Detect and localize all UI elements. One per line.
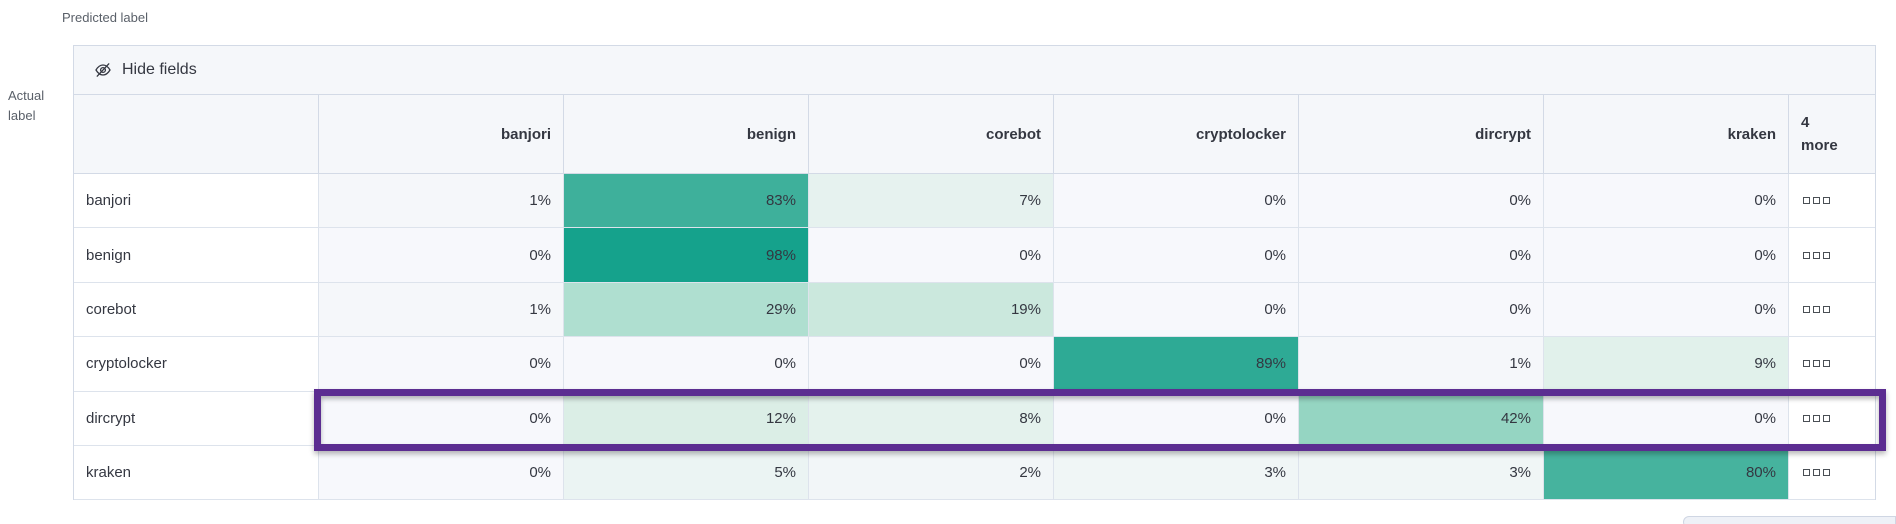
eye-slash-icon xyxy=(95,63,111,77)
column-header-dircrypt: dircrypt xyxy=(1299,95,1544,174)
row-label-kraken: kraken xyxy=(74,445,319,501)
row-label-banjori: banjori xyxy=(74,174,319,229)
matrix-cell-cryptolocker-dircrypt: 1% xyxy=(1299,337,1544,392)
ellipsis-boxes-icon xyxy=(1789,174,1875,229)
matrix-cell-banjori-dircrypt: 0% xyxy=(1299,174,1544,229)
column-header-corebot: corebot xyxy=(809,95,1054,174)
matrix-corner-cell xyxy=(74,95,319,174)
matrix-cell-cryptolocker-banjori: 0% xyxy=(319,337,564,392)
matrix-cell-kraken-banjori: 0% xyxy=(319,445,564,501)
matrix-cell-corebot-dircrypt: 0% xyxy=(1299,282,1544,338)
matrix-cell-benign-benign: 98% xyxy=(564,228,809,283)
ellipsis-boxes-icon xyxy=(1789,337,1875,392)
matrix-cell-kraken-corebot: 2% xyxy=(809,445,1054,501)
ellipsis-boxes-icon xyxy=(1789,391,1875,446)
matrix-cell-dircrypt-cryptolocker: 0% xyxy=(1054,391,1299,446)
row-label-benign: benign xyxy=(74,228,319,283)
hide-fields-button[interactable]: Hide fields xyxy=(74,46,1875,95)
matrix-cell-kraken-cryptolocker: 3% xyxy=(1054,445,1299,501)
matrix-cell-dircrypt-corebot: 8% xyxy=(809,391,1054,446)
matrix-cell-dircrypt-kraken: 0% xyxy=(1544,391,1789,446)
matrix-cell-benign-cryptolocker: 0% xyxy=(1054,228,1299,283)
matrix-cell-corebot-banjori: 1% xyxy=(319,282,564,338)
horizontal-scrollbar[interactable] xyxy=(1683,516,1896,524)
matrix-cell-cryptolocker-benign: 0% xyxy=(564,337,809,392)
actual-axis-label: Actual label xyxy=(8,88,45,123)
matrix-cell-benign-dircrypt: 0% xyxy=(1299,228,1544,283)
matrix-cell-kraken-benign: 5% xyxy=(564,445,809,501)
matrix-cell-benign-kraken: 0% xyxy=(1544,228,1789,283)
matrix-cell-cryptolocker-kraken: 9% xyxy=(1544,337,1789,392)
matrix-cell-dircrypt-benign: 12% xyxy=(564,391,809,446)
confusion-matrix-grid: banjori benign corebot cryptolocker dircrypt… xyxy=(74,95,1875,501)
matrix-cell-corebot-corebot: 19% xyxy=(809,282,1054,338)
matrix-cell-dircrypt-dircrypt: 42% xyxy=(1299,391,1544,446)
predicted-axis-label: Predicted label xyxy=(62,10,148,25)
matrix-cell-corebot-cryptolocker: 0% xyxy=(1054,282,1299,338)
column-header-cryptolocker: cryptolocker xyxy=(1054,95,1299,174)
column-header-banjori: banjori xyxy=(319,95,564,174)
matrix-cell-banjori-cryptolocker: 0% xyxy=(1054,174,1299,229)
matrix-cell-dircrypt-banjori: 0% xyxy=(319,391,564,446)
column-header-more: 4 more xyxy=(1789,95,1875,174)
column-header-kraken: kraken xyxy=(1544,95,1789,174)
matrix-cell-kraken-kraken: 80% xyxy=(1544,445,1789,501)
ellipsis-boxes-icon xyxy=(1789,445,1875,501)
hide-fields-label: Hide fields xyxy=(122,61,197,78)
row-label-corebot: corebot xyxy=(74,282,319,338)
matrix-cell-benign-banjori: 0% xyxy=(319,228,564,283)
row-label-dircrypt: dircrypt xyxy=(74,391,319,446)
matrix-cell-corebot-kraken: 0% xyxy=(1544,282,1789,338)
matrix-cell-banjori-banjori: 1% xyxy=(319,174,564,229)
ellipsis-boxes-icon xyxy=(1789,282,1875,338)
matrix-cell-banjori-corebot: 7% xyxy=(809,174,1054,229)
matrix-cell-banjori-kraken: 0% xyxy=(1544,174,1789,229)
matrix-cell-cryptolocker-cryptolocker: 89% xyxy=(1054,337,1299,392)
column-header-benign: benign xyxy=(564,95,809,174)
matrix-cell-kraken-dircrypt: 3% xyxy=(1299,445,1544,501)
matrix-cell-corebot-benign: 29% xyxy=(564,282,809,338)
ellipsis-boxes-icon xyxy=(1789,228,1875,283)
confusion-matrix-panel: Hide fields banjori benign corebot cryptolo… xyxy=(73,45,1876,501)
matrix-cell-banjori-benign: 83% xyxy=(564,174,809,229)
matrix-cell-cryptolocker-corebot: 0% xyxy=(809,337,1054,392)
matrix-cell-benign-corebot: 0% xyxy=(809,228,1054,283)
row-label-cryptolocker: cryptolocker xyxy=(74,337,319,392)
